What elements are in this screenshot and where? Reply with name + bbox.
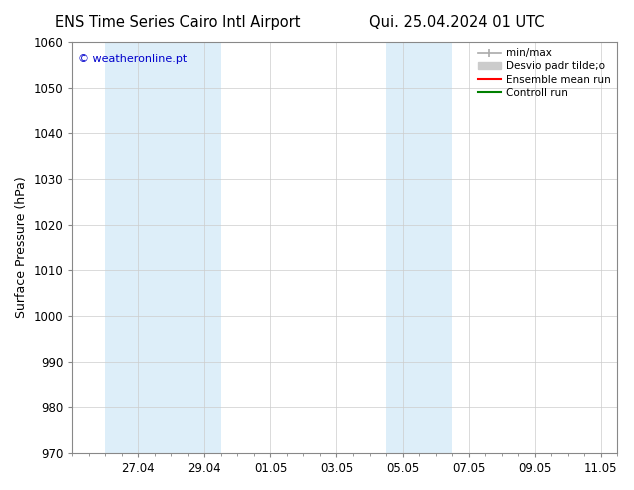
Y-axis label: Surface Pressure (hPa): Surface Pressure (hPa) <box>15 176 28 318</box>
Legend: min/max, Desvio padr tilde;o, Ensemble mean run, Controll run: min/max, Desvio padr tilde;o, Ensemble m… <box>474 44 615 102</box>
Bar <box>386 42 452 453</box>
Text: ENS Time Series Cairo Intl Airport: ENS Time Series Cairo Intl Airport <box>55 15 301 30</box>
Text: © weatheronline.pt: © weatheronline.pt <box>78 54 187 64</box>
Text: Qui. 25.04.2024 01 UTC: Qui. 25.04.2024 01 UTC <box>369 15 544 30</box>
Bar <box>105 42 221 453</box>
